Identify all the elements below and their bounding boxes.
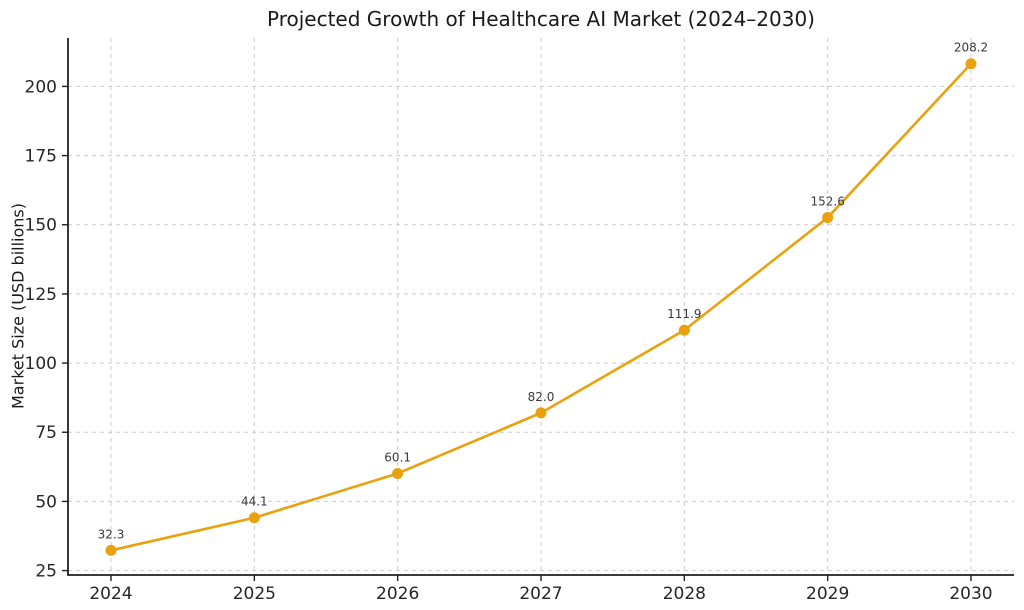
y-tick-label: 75 <box>35 423 57 443</box>
data-point-marker <box>678 324 690 336</box>
y-tick-label: 175 <box>25 147 57 167</box>
data-point-label: 111.9 <box>667 307 701 321</box>
y-tick-label: 125 <box>25 285 57 305</box>
data-point-marker <box>822 212 834 224</box>
x-tick-label: 2029 <box>806 584 849 604</box>
x-tick-label: 2024 <box>89 584 132 604</box>
y-tick-label: 50 <box>35 492 57 512</box>
x-tick-label: 2027 <box>519 584 562 604</box>
data-point-label: 82.0 <box>528 390 555 404</box>
data-point-marker <box>105 544 117 556</box>
data-point-marker <box>248 512 260 524</box>
data-point-marker <box>392 467 404 479</box>
x-tick-label: 2026 <box>376 584 419 604</box>
data-point-marker <box>535 407 547 419</box>
data-point-label: 60.1 <box>384 450 411 464</box>
data-point-label: 152.6 <box>810 195 844 209</box>
data-point-label: 44.1 <box>241 495 268 509</box>
chart-title: Projected Growth of Healthcare AI Market… <box>267 7 815 31</box>
y-tick-label: 200 <box>25 77 57 97</box>
data-point-label: 32.3 <box>98 527 125 541</box>
data-point-marker <box>965 58 977 70</box>
y-tick-label: 100 <box>25 354 57 374</box>
data-point-label: 208.2 <box>954 41 988 55</box>
y-tick-label: 25 <box>35 562 57 582</box>
x-tick-label: 2028 <box>663 584 706 604</box>
x-tick-label: 2030 <box>949 584 992 604</box>
y-tick-label: 150 <box>25 216 57 236</box>
x-tick-label: 2025 <box>233 584 276 604</box>
